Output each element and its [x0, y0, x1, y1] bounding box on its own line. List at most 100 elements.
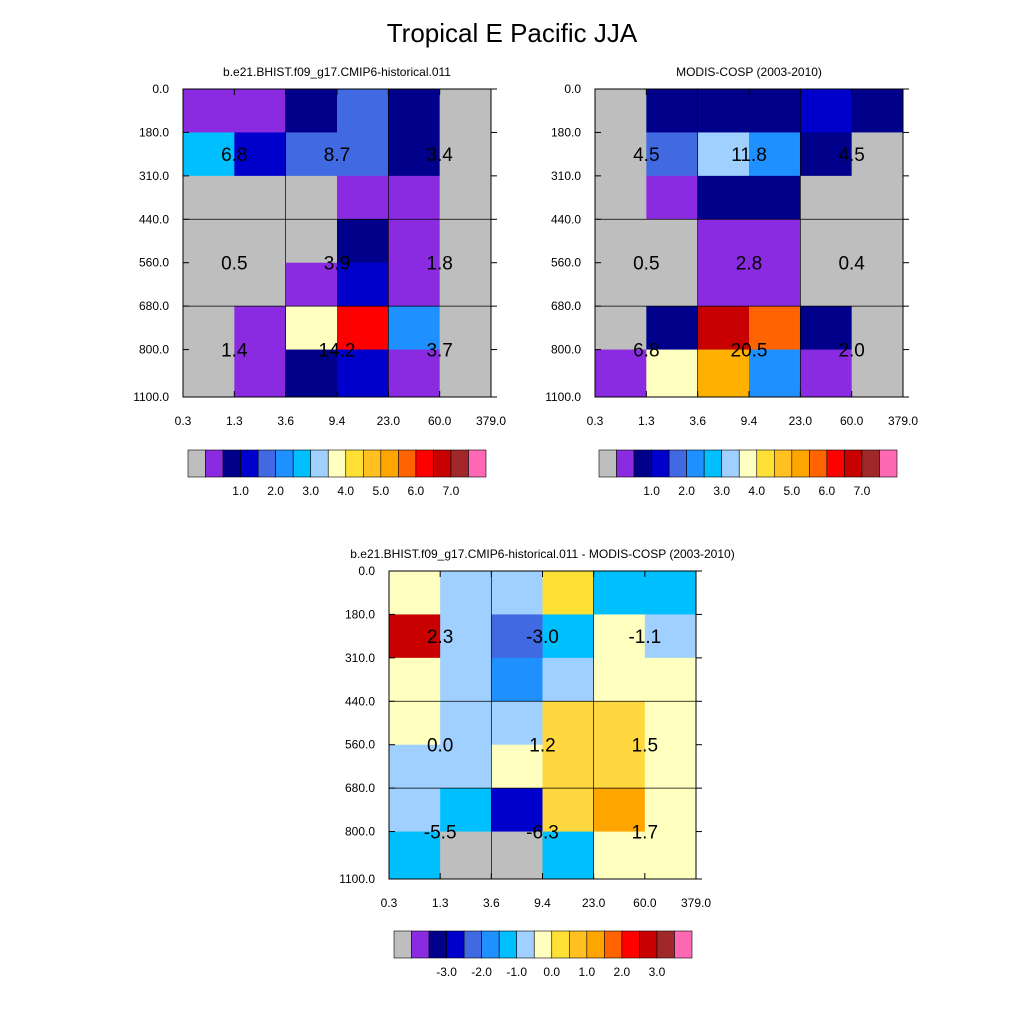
heatmap-cell	[491, 788, 543, 833]
heatmap-cell	[851, 219, 904, 264]
colorbar-label: -2.0	[471, 965, 492, 979]
heatmap-cell	[491, 614, 543, 659]
colorbar-label: 1.0	[232, 484, 249, 498]
block-value-label: -1.1	[628, 627, 661, 648]
heatmap-cell	[851, 132, 904, 177]
figure-title: Tropical E Pacific JJA	[387, 18, 638, 48]
colorbar-swatch	[292, 449, 312, 478]
colorbar-swatch	[651, 449, 670, 478]
colorbar-swatch	[791, 449, 810, 478]
block-value-label: 11.8	[731, 145, 767, 166]
heatmap-cell	[595, 89, 647, 133]
colorbar-swatch	[621, 930, 640, 959]
heatmap-cell	[337, 306, 389, 351]
heatmap-cell	[697, 219, 750, 264]
heatmap-cell	[644, 788, 697, 833]
block-value-label: 6.8	[221, 145, 247, 166]
heatmap-cell	[234, 349, 287, 398]
heatmap-cell	[542, 744, 595, 789]
heatmap-cell	[234, 219, 287, 264]
y-tick-label: 800.0	[551, 343, 581, 357]
heatmap-cell	[183, 219, 235, 264]
heatmap-cell	[749, 132, 801, 177]
colorbar-swatch	[721, 449, 740, 478]
x-tick-label: 379.0	[681, 896, 711, 910]
heatmap-cell	[800, 306, 853, 351]
panel-title: MODIS-COSP (2003-2010)	[676, 65, 822, 79]
colorbar-label: 3.0	[713, 484, 730, 498]
heatmap-cell	[439, 175, 492, 220]
heatmap-cell	[285, 175, 338, 220]
heatmap-cell	[646, 262, 699, 307]
heatmap-cell	[542, 571, 595, 615]
y-tick-label: 680.0	[551, 299, 581, 313]
colorbar: 1.0 2.0 3.0 4.0 5.0 6.0 7.0	[187, 449, 487, 498]
colorbar-swatch	[516, 930, 535, 959]
x-tick-label: 0.3	[381, 896, 398, 910]
colorbar-swatch	[257, 449, 276, 478]
heatmap-cell	[491, 701, 543, 746]
heatmap-cell	[595, 349, 647, 398]
block-value-label: 1.4	[221, 341, 248, 362]
heatmap-cell	[234, 89, 287, 133]
heatmap-cell	[439, 219, 492, 264]
y-tick-label: 1100.0	[133, 390, 169, 404]
colorbar: -3.0 -2.0 -1.0 0.0 1.0 2.0 3.0	[393, 930, 693, 979]
heatmap-cell	[644, 701, 697, 746]
heatmap-cell	[440, 744, 492, 789]
heatmap-cell	[697, 262, 750, 307]
block-value-label: 0.0	[427, 736, 453, 757]
block-value-label: 20.5	[731, 341, 768, 362]
heatmap-cell	[851, 306, 904, 351]
heatmap-cell	[542, 831, 595, 880]
y-tick-label: 440.0	[345, 694, 375, 708]
heatmap-cell	[595, 175, 647, 220]
heatmap-cell	[337, 219, 389, 264]
colorbar-label: 5.0	[372, 484, 389, 498]
block-value-label: 1.2	[529, 736, 555, 757]
heatmap-cell	[389, 788, 441, 833]
x-tick-label: 1.3	[638, 414, 655, 428]
block-value-label: 3.4	[426, 145, 453, 166]
heatmap-cell	[542, 657, 595, 702]
heatmap-cell	[183, 175, 235, 220]
colorbar-swatch	[809, 449, 828, 478]
y-tick-label: 560.0	[551, 256, 581, 270]
y-tick-label: 310.0	[345, 651, 375, 665]
heatmap-cell	[491, 831, 543, 880]
heatmap-cell	[491, 744, 543, 789]
heatmap-cell	[285, 262, 338, 307]
x-tick-label: 3.6	[483, 896, 500, 910]
colorbar-label: 3.0	[649, 965, 666, 979]
x-tick-label: 379.0	[476, 414, 506, 428]
heatmap-cell	[439, 132, 492, 177]
heatmap-cell	[697, 349, 750, 398]
heatmap-cell	[389, 614, 441, 659]
heatmap-cell	[285, 306, 338, 351]
block-value-label: 1.5	[632, 736, 658, 757]
block-value-label: -6.3	[526, 823, 559, 844]
y-tick-label: 310.0	[139, 169, 169, 183]
panel-title: b.e21.BHIST.f09_g17.CMIP6-historical.011…	[350, 547, 734, 561]
colorbar-swatch	[668, 449, 687, 478]
x-tick-label: 3.6	[277, 414, 294, 428]
colorbar-swatch	[551, 930, 570, 959]
heatmap-cell	[593, 831, 646, 880]
heatmap-cell	[851, 262, 904, 307]
colorbar-swatch	[844, 449, 863, 478]
x-tick-label: 23.0	[582, 896, 606, 910]
block-value-label: -3.0	[526, 627, 559, 648]
heatmap-cell	[800, 219, 853, 264]
colorbar-label: 2.0	[267, 484, 284, 498]
heatmap-cell	[851, 349, 904, 398]
heatmap-cell	[388, 132, 441, 177]
heatmap-cell	[644, 571, 697, 615]
colorbar-swatch	[398, 449, 417, 478]
colorbar-swatch	[586, 930, 605, 959]
heatmap-cell	[593, 657, 646, 702]
x-tick-label: 1.3	[226, 414, 243, 428]
heatmap-cell	[542, 701, 595, 746]
colorbar-swatch	[738, 449, 758, 478]
heatmap-cell	[542, 788, 595, 833]
colorbar-label: 7.0	[854, 484, 871, 498]
